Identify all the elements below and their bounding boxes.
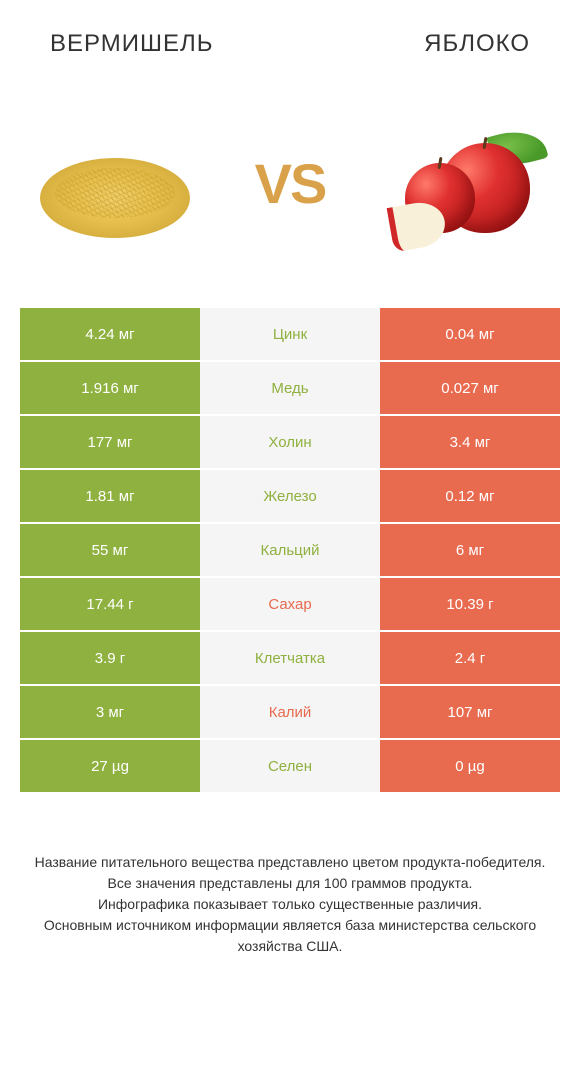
value-left: 27 µg [20, 740, 200, 792]
footnote-line: Название питательного вещества представл… [30, 852, 550, 873]
table-row: 3.9 гКлетчатка2.4 г [20, 632, 560, 684]
nutrient-label: Железо [200, 470, 380, 522]
value-right: 3.4 мг [380, 416, 560, 468]
table-row: 17.44 гСахар10.39 г [20, 578, 560, 630]
nutrient-table: 4.24 мгЦинк0.04 мг1.916 мгМедь0.027 мг17… [20, 308, 560, 792]
value-right: 0 µg [380, 740, 560, 792]
product-image-left [30, 108, 200, 258]
vs-label: VS [255, 151, 326, 216]
nutrient-label: Калий [200, 686, 380, 738]
noodles-icon [40, 128, 190, 238]
value-right: 0.027 мг [380, 362, 560, 414]
footnote-line: Основным источником информации является … [30, 915, 550, 957]
footnote: Название питательного вещества представл… [30, 852, 550, 957]
table-row: 3 мгКалий107 мг [20, 686, 560, 738]
apple-icon [390, 118, 540, 248]
table-row: 1.81 мгЖелезо0.12 мг [20, 470, 560, 522]
value-right: 2.4 г [380, 632, 560, 684]
value-left: 3 мг [20, 686, 200, 738]
value-left: 1.81 мг [20, 470, 200, 522]
table-row: 27 µgСелен0 µg [20, 740, 560, 792]
nutrient-label: Медь [200, 362, 380, 414]
value-left: 4.24 мг [20, 308, 200, 360]
footnote-line: Все значения представлены для 100 граммо… [30, 873, 550, 894]
table-row: 177 мгХолин3.4 мг [20, 416, 560, 468]
value-right: 0.12 мг [380, 470, 560, 522]
value-left: 17.44 г [20, 578, 200, 630]
value-right: 6 мг [380, 524, 560, 576]
value-left: 177 мг [20, 416, 200, 468]
value-right: 10.39 г [380, 578, 560, 630]
value-left: 55 мг [20, 524, 200, 576]
header: ВЕРМИШЕЛЬ ЯБЛОКО [0, 0, 580, 68]
nutrient-label: Холин [200, 416, 380, 468]
table-row: 4.24 мгЦинк0.04 мг [20, 308, 560, 360]
nutrient-label: Селен [200, 740, 380, 792]
value-left: 3.9 г [20, 632, 200, 684]
value-right: 107 мг [380, 686, 560, 738]
footnote-line: Инфографика показывает только существенн… [30, 894, 550, 915]
value-left: 1.916 мг [20, 362, 200, 414]
table-row: 1.916 мгМедь0.027 мг [20, 362, 560, 414]
nutrient-label: Цинк [200, 308, 380, 360]
nutrient-label: Кальций [200, 524, 380, 576]
table-row: 55 мгКальций6 мг [20, 524, 560, 576]
product-image-right [380, 108, 550, 258]
nutrient-label: Сахар [200, 578, 380, 630]
product-images: VS [0, 68, 580, 288]
product-title-left: ВЕРМИШЕЛЬ [50, 30, 214, 58]
value-right: 0.04 мг [380, 308, 560, 360]
nutrient-label: Клетчатка [200, 632, 380, 684]
product-title-right: ЯБЛОКО [424, 30, 530, 58]
